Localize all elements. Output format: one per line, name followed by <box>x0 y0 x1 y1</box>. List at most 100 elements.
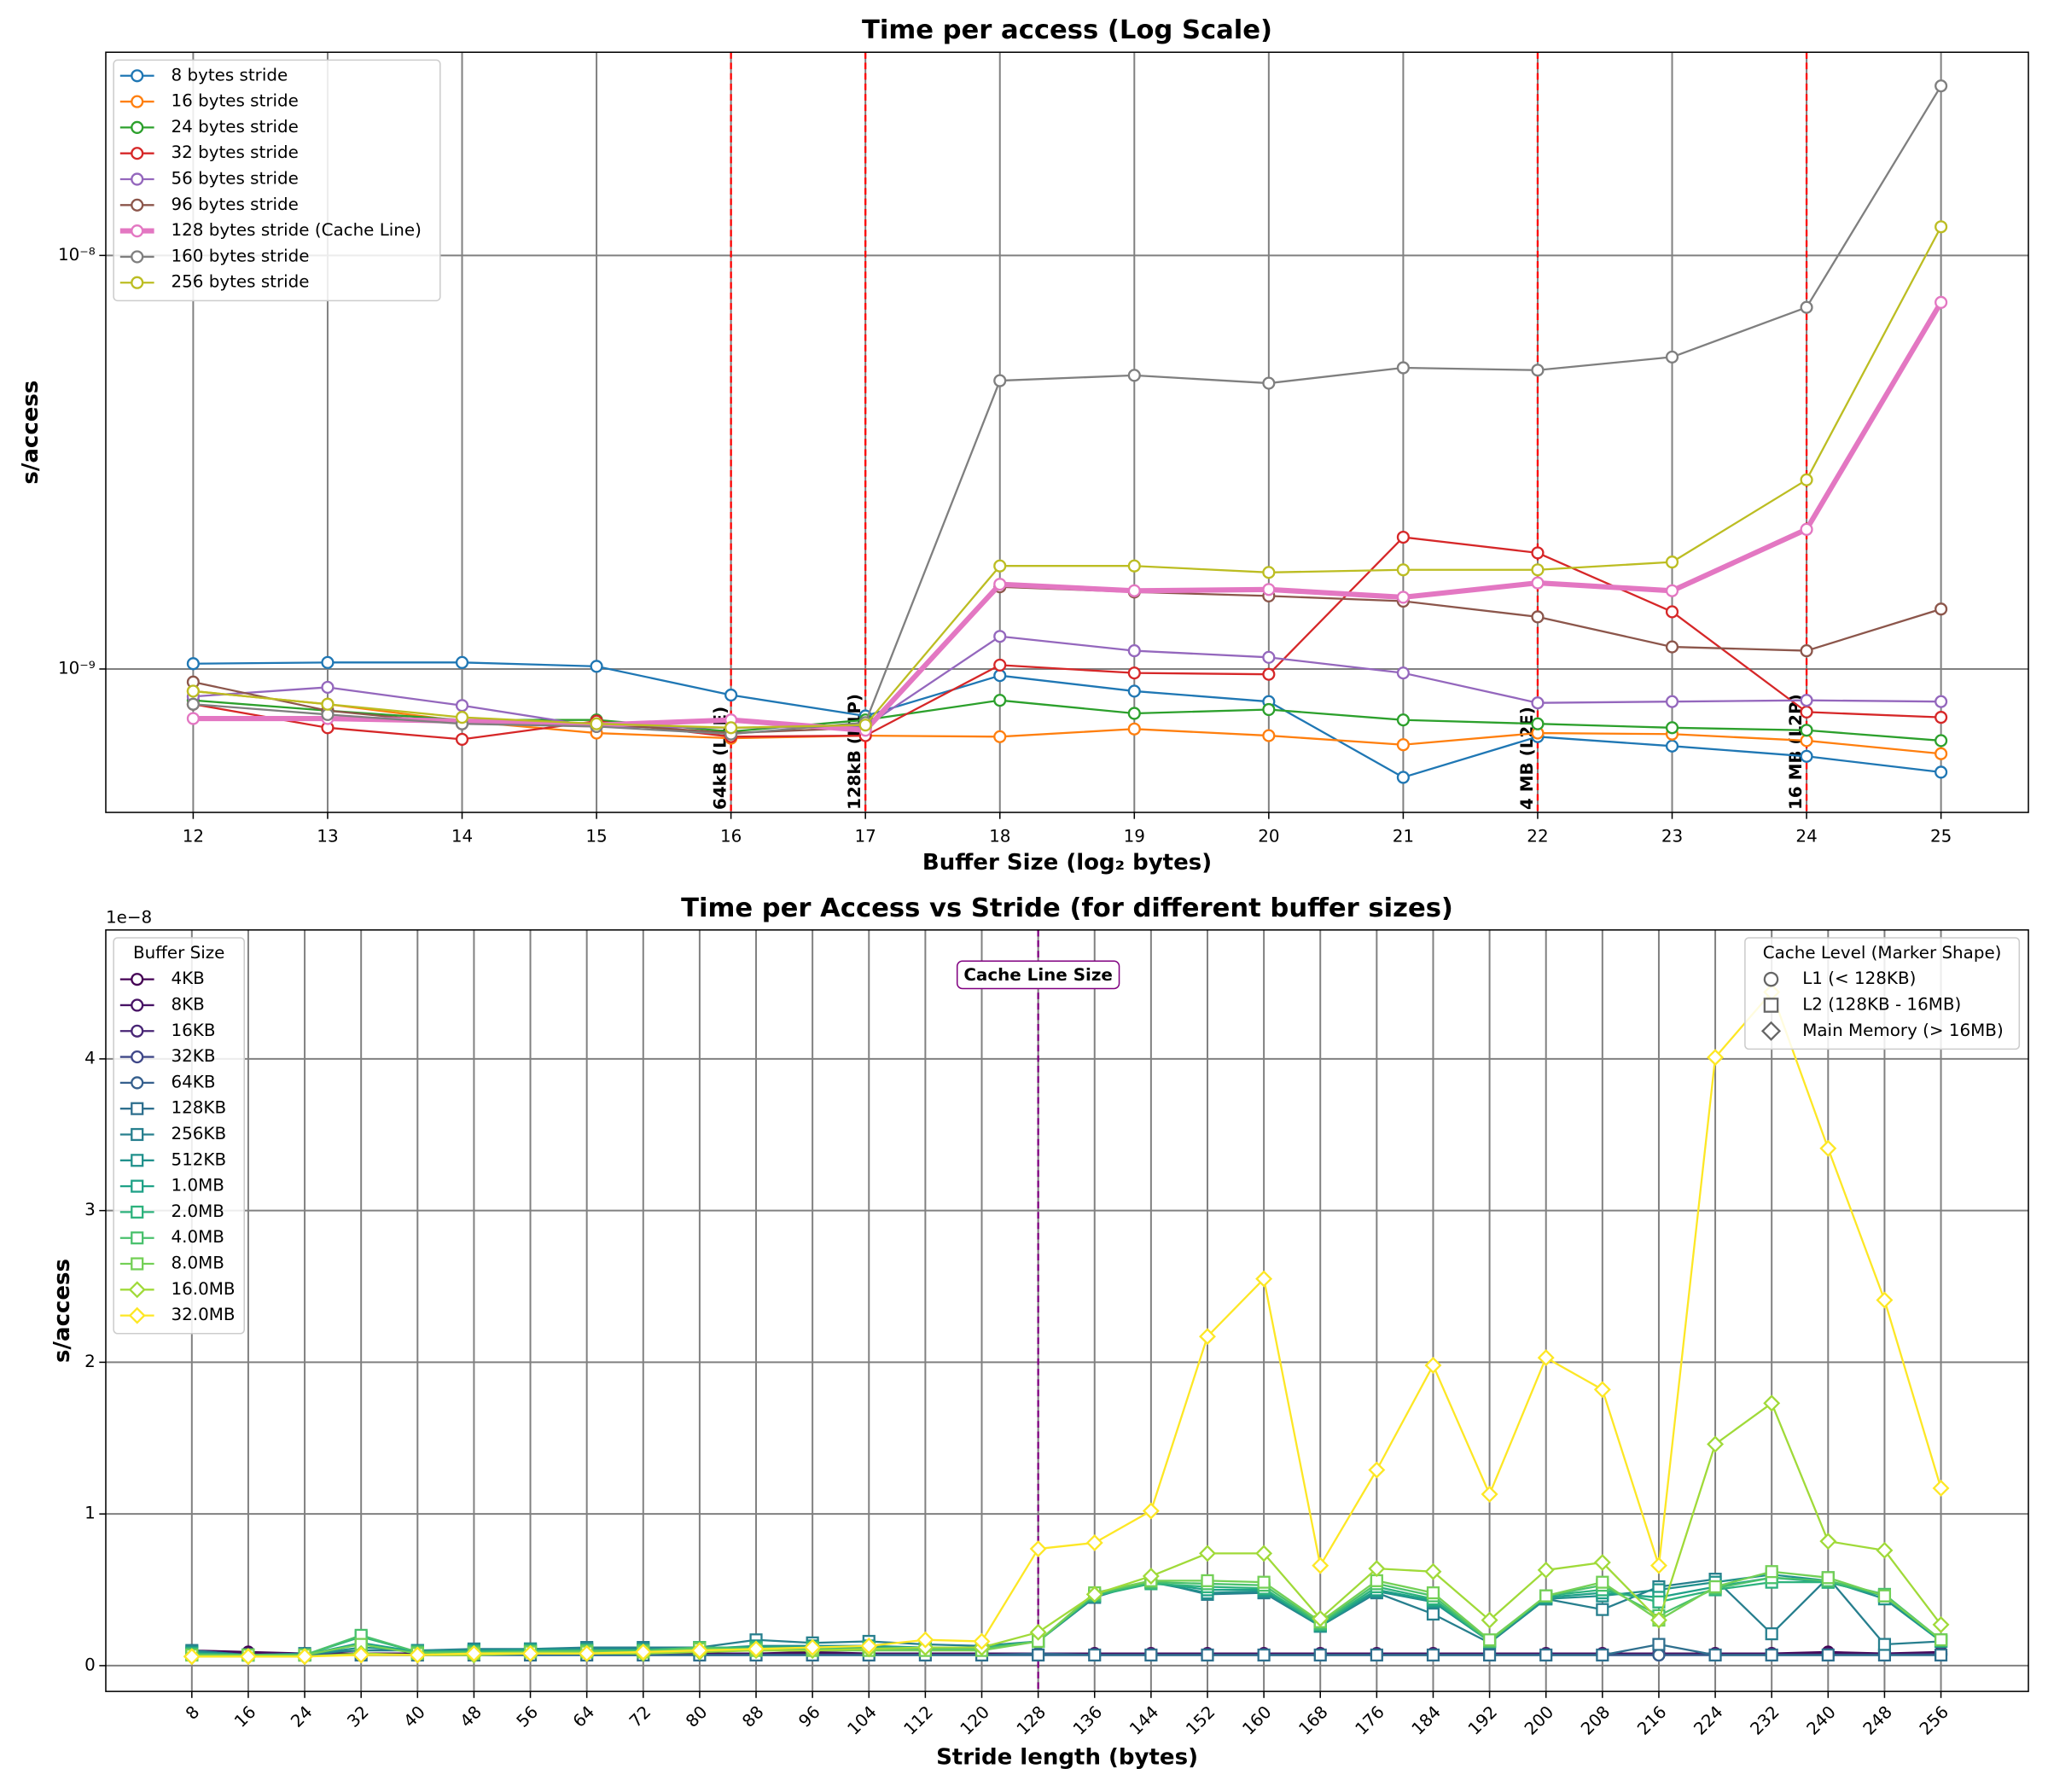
data-point <box>1262 702 1276 717</box>
y-tick-label: 2 <box>84 1352 96 1371</box>
data-point <box>186 697 200 711</box>
data-point <box>1821 1648 1835 1662</box>
series-line <box>191 991 1942 1658</box>
data-point <box>1935 602 1948 616</box>
x-tick-label: 18 <box>989 827 1010 847</box>
legend-marker <box>131 1179 144 1193</box>
data-point <box>1262 583 1276 596</box>
data-point <box>1800 694 1813 707</box>
data-point <box>1763 1394 1781 1412</box>
x-tick-label: 21 <box>1393 827 1414 847</box>
legend-label: 4.0MB <box>172 1227 224 1247</box>
data-point <box>1935 695 1948 708</box>
legend-marker <box>131 250 144 264</box>
data-point <box>973 1632 991 1650</box>
data-point <box>186 657 200 671</box>
data-point <box>186 684 200 698</box>
legend-marker <box>131 973 144 986</box>
data-point <box>1142 1502 1160 1520</box>
legend-label: 8.0MB <box>172 1254 224 1273</box>
data-point <box>1483 1633 1497 1647</box>
data-point <box>1877 1638 1892 1651</box>
legend-label: L2 (128KB - 16MB) <box>1802 994 1961 1014</box>
data-point <box>1426 1586 1440 1600</box>
data-point <box>1029 1623 1047 1641</box>
y-tick-label: 10⁻⁸ <box>58 245 96 265</box>
data-point <box>1800 644 1813 658</box>
data-point <box>858 719 872 732</box>
x-tick-label: 25 <box>1930 827 1952 847</box>
annotation-box <box>956 960 1120 990</box>
data-point <box>521 1644 539 1662</box>
data-point <box>1765 1627 1778 1641</box>
annotation: Cache Line Size <box>963 965 1113 985</box>
data-point <box>804 1638 822 1656</box>
data-point <box>1426 1607 1440 1621</box>
x-tick-label: 23 <box>1661 827 1683 847</box>
data-point <box>1935 711 1948 724</box>
data-point <box>1665 556 1679 569</box>
plot-frame <box>105 929 2029 1692</box>
data-point <box>1765 1648 1778 1662</box>
data-point <box>1088 1648 1102 1662</box>
x-axis-label: Stride length (bytes) <box>936 1745 1198 1771</box>
data-point <box>1396 530 1410 544</box>
data-point <box>1934 1648 1948 1662</box>
data-point <box>1531 546 1545 560</box>
data-point <box>1877 1648 1892 1662</box>
y-tick-label: 1 <box>84 1504 96 1523</box>
data-point <box>321 697 335 711</box>
legend-marker <box>131 198 144 212</box>
data-point <box>1262 667 1276 681</box>
data-point <box>1665 695 1679 708</box>
legend-label: 256 bytes stride <box>172 272 310 292</box>
x-tick-label: 24 <box>1795 827 1817 847</box>
data-point <box>1396 563 1410 577</box>
data-point <box>1800 705 1813 719</box>
legend-label: 24 bytes stride <box>172 117 299 137</box>
legend-marker <box>131 1076 144 1090</box>
legend-label: 128 bytes stride (Cache Line) <box>172 220 422 240</box>
data-point <box>1127 722 1141 736</box>
legend-label: 56 bytes stride <box>172 169 299 189</box>
data-point <box>1877 1589 1892 1603</box>
legend-label: 1.0MB <box>172 1176 224 1196</box>
y-tick-label: 3 <box>84 1200 96 1219</box>
data-point <box>1144 1648 1158 1662</box>
data-point <box>1935 220 1948 234</box>
data-point <box>1593 1554 1611 1572</box>
legend-marker <box>131 69 144 83</box>
data-point <box>1539 1648 1553 1662</box>
legend-marker <box>131 1257 144 1271</box>
data-point <box>321 680 335 695</box>
data-point <box>993 578 1007 591</box>
legend-marker <box>128 1306 146 1324</box>
chart-title: Time per access (Log Scale) <box>862 15 1272 45</box>
data-point <box>1708 1580 1722 1594</box>
data-point <box>352 1646 370 1664</box>
data-point <box>1665 721 1679 735</box>
series-line <box>193 85 1942 736</box>
plot-frame <box>105 51 2029 813</box>
legend-marker <box>128 1281 146 1299</box>
series-line <box>191 1402 1942 1658</box>
legend-marker <box>131 1050 144 1064</box>
data-point <box>1800 473 1813 486</box>
data-point <box>1085 1533 1103 1551</box>
data-point <box>1032 1648 1045 1662</box>
data-point <box>1531 364 1545 377</box>
y-axis-label: s/access <box>49 1259 75 1363</box>
legend-label: Main Memory (> 16MB) <box>1802 1021 2003 1040</box>
data-point <box>724 721 738 735</box>
data-point <box>1800 300 1813 314</box>
data-point <box>1876 1291 1894 1309</box>
y-tick-label: 10⁻⁹ <box>58 658 96 678</box>
data-point <box>1127 707 1141 720</box>
data-point <box>1127 684 1141 698</box>
data-point <box>1932 1615 1950 1633</box>
data-point <box>1127 584 1141 597</box>
legend-marker <box>131 1127 144 1142</box>
x-tick-label: 13 <box>317 827 338 847</box>
legend-box <box>1744 937 2021 1050</box>
